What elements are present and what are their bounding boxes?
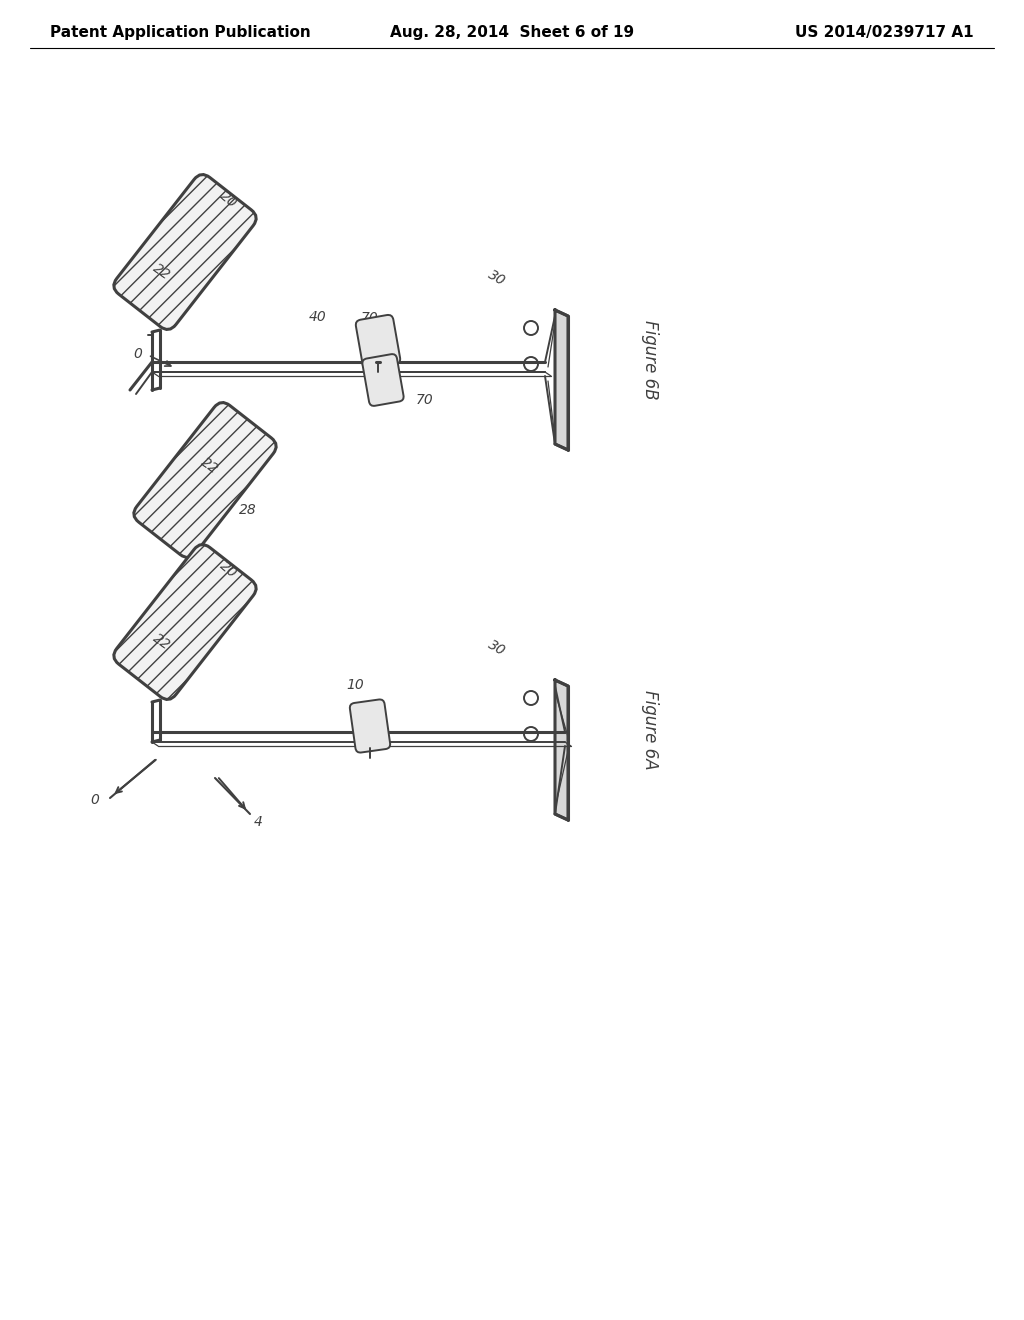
FancyBboxPatch shape xyxy=(350,700,390,752)
Text: 30: 30 xyxy=(485,638,508,659)
Text: Figure 6A: Figure 6A xyxy=(641,690,659,770)
Text: 0: 0 xyxy=(90,793,99,807)
Polygon shape xyxy=(555,310,568,450)
Polygon shape xyxy=(555,680,568,820)
Text: 10: 10 xyxy=(346,678,364,692)
Text: 70: 70 xyxy=(361,312,379,325)
Text: 30: 30 xyxy=(485,268,508,289)
Text: Patent Application Publication: Patent Application Publication xyxy=(50,25,310,41)
Text: 20: 20 xyxy=(217,189,240,211)
Text: 20: 20 xyxy=(217,558,240,581)
Text: 40: 40 xyxy=(309,310,327,323)
Text: 22: 22 xyxy=(151,261,173,282)
FancyBboxPatch shape xyxy=(355,315,400,370)
Text: 0: 0 xyxy=(133,347,142,360)
Text: 22: 22 xyxy=(199,455,221,477)
Text: Aug. 28, 2014  Sheet 6 of 19: Aug. 28, 2014 Sheet 6 of 19 xyxy=(390,25,634,41)
Text: US 2014/0239717 A1: US 2014/0239717 A1 xyxy=(796,25,974,41)
FancyBboxPatch shape xyxy=(114,544,256,700)
Text: 22: 22 xyxy=(151,631,173,653)
FancyBboxPatch shape xyxy=(134,403,276,557)
Text: Figure 6B: Figure 6B xyxy=(641,321,659,400)
Text: 28: 28 xyxy=(240,503,257,517)
FancyBboxPatch shape xyxy=(114,174,256,330)
Text: 70: 70 xyxy=(416,393,434,407)
FancyBboxPatch shape xyxy=(362,354,403,405)
Text: 4: 4 xyxy=(254,814,262,829)
